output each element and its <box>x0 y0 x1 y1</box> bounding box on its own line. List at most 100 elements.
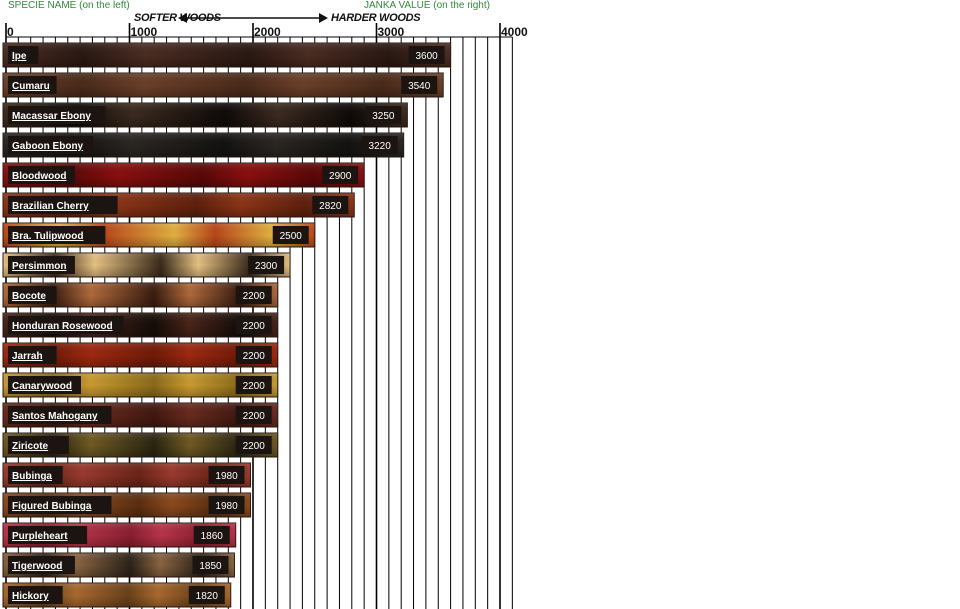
value-label-box <box>208 496 245 514</box>
species-label-box <box>8 196 118 214</box>
species-label[interactable]: Purpleheart <box>12 531 68 542</box>
species-label-box <box>8 136 94 154</box>
bar-row[interactable]: Cumaru 3540 <box>2 72 444 98</box>
value-label: 2200 <box>243 321 266 332</box>
species-label[interactable]: Santos Mahogany <box>12 411 98 422</box>
x-tick-label: 0 <box>7 25 14 39</box>
species-caption: SPECIE NAME (on the left) <box>8 0 130 11</box>
species-label-box <box>8 586 63 604</box>
value-label: 2200 <box>243 351 266 362</box>
species-label[interactable]: Bubinga <box>12 471 52 482</box>
value-label: 2200 <box>243 441 266 452</box>
value-label: 3540 <box>408 81 431 92</box>
species-label[interactable]: Persimmon <box>12 261 66 272</box>
species-label-box <box>8 556 75 574</box>
value-label-box <box>272 226 309 244</box>
bar-row[interactable]: Honduran Rosewood 2200 <box>2 312 279 338</box>
value-label: 1980 <box>215 501 238 512</box>
value-label: 2200 <box>243 381 266 392</box>
value-label: 3600 <box>415 51 438 62</box>
value-label-box <box>408 46 445 64</box>
bar-row[interactable]: Purpleheart 1860 <box>2 522 237 548</box>
value-label: 2300 <box>255 261 278 272</box>
species-label-box <box>8 316 124 334</box>
x-tick-label: 1000 <box>131 25 158 39</box>
bar-row[interactable]: Macassar Ebony 3250 <box>2 102 408 128</box>
bar-row[interactable]: Ziricote 2200 <box>2 432 279 458</box>
species-label-box <box>8 406 112 424</box>
bar-shading <box>3 73 444 97</box>
value-label: 2900 <box>329 171 352 182</box>
value-label-box <box>235 346 272 364</box>
value-label: 2820 <box>319 201 342 212</box>
bar-shading <box>3 43 451 67</box>
value-label: 2500 <box>280 231 303 242</box>
value-label-box <box>322 166 359 184</box>
value-label: 2200 <box>243 411 266 422</box>
value-label: 3220 <box>369 141 392 152</box>
species-label-box <box>8 76 57 94</box>
species-label[interactable]: Gaboon Ebony <box>12 141 84 152</box>
value-label-box <box>208 466 245 484</box>
double-arrow-icon <box>178 13 328 23</box>
value-label-box <box>312 196 349 214</box>
species-label-box <box>8 166 75 184</box>
value-label-box <box>401 76 438 94</box>
x-tick-label: 3000 <box>378 25 405 39</box>
species-label[interactable]: Bloodwood <box>12 171 66 182</box>
species-label[interactable]: Hickory <box>12 591 49 602</box>
species-label[interactable]: Canarywood <box>12 381 72 392</box>
species-label[interactable]: Jarrah <box>12 351 43 362</box>
bar-row[interactable]: Canarywood 2200 <box>2 372 279 398</box>
species-label-box <box>8 226 106 244</box>
value-label-box <box>248 256 285 274</box>
janka-caption: JANKA VALUE (on the right) <box>364 0 490 11</box>
value-label: 1860 <box>201 531 224 542</box>
value-label-box <box>235 436 272 454</box>
bar-row[interactable]: Bocote 2200 <box>2 282 279 308</box>
x-tick-labels: 0 1000 2000 3000 4000 <box>7 25 528 39</box>
species-label-box <box>8 376 81 394</box>
bar-row[interactable]: Jarrah 2200 <box>2 342 279 368</box>
species-label[interactable]: Bra. Tulipwood <box>12 231 83 242</box>
value-label-box <box>235 286 272 304</box>
value-label-box <box>188 586 225 604</box>
bar-row[interactable]: Brazilian Cherry 2820 <box>2 192 355 218</box>
value-label-box <box>192 556 229 574</box>
species-label[interactable]: Tigerwood <box>12 561 62 572</box>
species-label[interactable]: Ziricote <box>12 441 49 452</box>
softer-woods-label: SOFTER WOODS <box>134 12 221 24</box>
value-label: 1980 <box>215 471 238 482</box>
species-label[interactable]: Figured Bubinga <box>12 501 92 512</box>
value-label-box <box>365 106 402 124</box>
bar-row[interactable]: Bra. Tulipwood 2500 <box>2 222 316 248</box>
bar-row[interactable]: Hickory 1820 <box>2 582 232 608</box>
bar-row[interactable]: Ipe 3600 <box>2 42 452 68</box>
species-label[interactable]: Brazilian Cherry <box>12 201 89 212</box>
species-label-box <box>8 286 57 304</box>
value-label-box <box>235 406 272 424</box>
species-label[interactable]: Cumaru <box>12 81 50 92</box>
species-label-box <box>8 526 88 544</box>
bar-row[interactable]: Tigerwood 1850 <box>2 552 235 578</box>
value-label-box <box>193 526 230 544</box>
species-label-box <box>8 466 63 484</box>
species-label[interactable]: Macassar Ebony <box>12 111 91 122</box>
bar-row[interactable]: Gaboon Ebony 3220 <box>2 132 405 158</box>
bar-row[interactable]: Persimmon 2300 <box>2 252 291 278</box>
species-label[interactable]: Bocote <box>12 291 46 302</box>
bar-row[interactable]: Figured Bubinga 1980 <box>2 492 252 518</box>
bar-row[interactable]: Bloodwood 2900 <box>2 162 365 188</box>
bar-row[interactable]: Santos Mahogany 2200 <box>2 402 279 428</box>
species-label-box <box>8 46 39 64</box>
bar-row[interactable]: Bubinga 1980 <box>2 462 252 488</box>
species-label[interactable]: Ipe <box>12 51 27 62</box>
x-tick-label: 4000 <box>501 25 528 39</box>
value-label-box <box>235 376 272 394</box>
value-label: 1820 <box>196 591 219 602</box>
species-label[interactable]: Honduran Rosewood <box>12 321 113 332</box>
value-label-box <box>235 316 272 334</box>
bars: Ipe 3600 Cumaru 3540 Macassar Ebony 3250 Gaboo… <box>2 42 452 608</box>
